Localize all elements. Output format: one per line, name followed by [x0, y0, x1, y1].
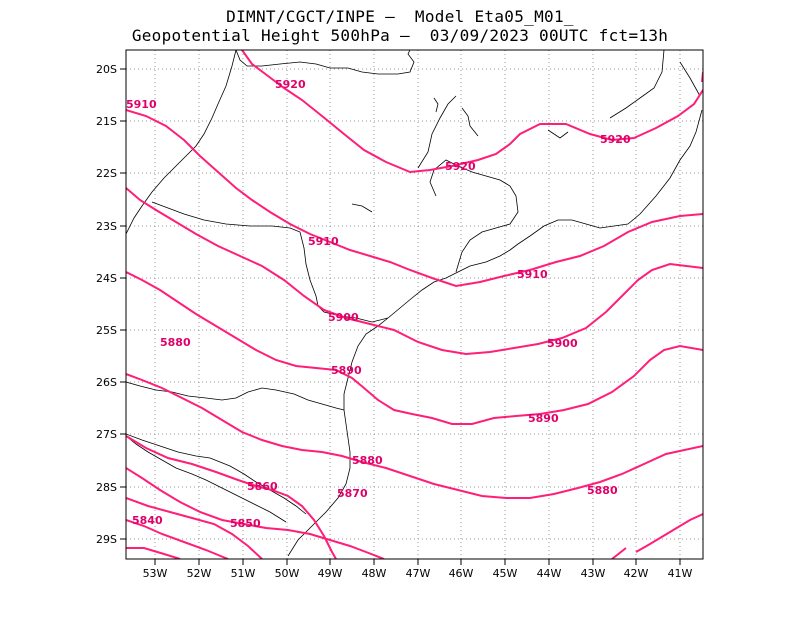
- map-title-line2: Geopotential Height 500hPa – 03/09/2023 …: [131, 26, 669, 45]
- contour-label: 5880: [587, 484, 618, 497]
- contour-label: 5920: [600, 133, 631, 146]
- contour-5870-se: [611, 547, 627, 559]
- lon-label: 50W: [275, 567, 300, 580]
- lon-label: 51W: [231, 567, 256, 580]
- contour-5890: [126, 271, 703, 425]
- contour-label: 5890: [331, 364, 362, 377]
- lon-label: 42W: [624, 567, 649, 580]
- contour-label: 5900: [328, 311, 359, 324]
- lat-label: 25S: [96, 324, 117, 337]
- contour-label: 5900: [547, 337, 578, 350]
- contour-5910: [126, 109, 703, 288]
- lat-label: 26S: [96, 376, 117, 389]
- lat-label: 28S: [96, 481, 117, 494]
- contour-label: 5860: [247, 480, 278, 493]
- lon-label: 53W: [143, 567, 168, 580]
- lat-label: 23S: [96, 220, 117, 233]
- contour-label: 5910: [308, 235, 339, 248]
- contour-5850: [126, 519, 229, 559]
- contour-5920: [241, 50, 703, 174]
- geopotential-contours: [126, 50, 703, 559]
- axis-ticks: [120, 68, 681, 565]
- contour-label: 5880: [160, 336, 191, 349]
- contour-5880: [126, 373, 703, 499]
- contour-label: 5870: [337, 487, 368, 500]
- contour-label: 5910: [126, 98, 157, 111]
- contour-label: 5920: [445, 160, 476, 173]
- latitude-labels: 20S 21S 22S 23S 24S 25S 26S 27S 28S 29S: [96, 63, 117, 546]
- map-title-line1: DIMNT/CGCT/INPE – Model Eta05_M01_: [226, 7, 574, 26]
- lon-label: 43W: [581, 567, 606, 580]
- lat-label: 27S: [96, 428, 117, 441]
- lat-label: 21S: [96, 115, 117, 128]
- lon-label: 49W: [318, 567, 343, 580]
- lat-label: 24S: [96, 272, 117, 285]
- contour-labels: 5920 5920 5920 5910 5910 5910 5900 5900 …: [126, 78, 631, 530]
- contour-5870-b: [126, 435, 337, 559]
- lon-label: 45W: [493, 567, 518, 580]
- contour-label: 5920: [275, 78, 306, 91]
- lon-label: 46W: [449, 567, 474, 580]
- lon-label: 41W: [668, 567, 693, 580]
- contour-label: 5910: [517, 268, 548, 281]
- lon-label: 48W: [362, 567, 387, 580]
- lat-lon-grid: [126, 50, 703, 559]
- contour-label: 5880: [352, 454, 383, 467]
- contour-5870: [126, 467, 385, 559]
- longitude-labels: 53W 52W 51W 50W 49W 48W 47W 46W 45W 44W …: [143, 567, 693, 580]
- contour-5860: [126, 497, 263, 559]
- contour-5900: [126, 187, 703, 356]
- lon-label: 44W: [537, 567, 562, 580]
- contour-5880-se: [635, 513, 703, 553]
- contour-label: 5890: [528, 412, 559, 425]
- lat-label: 20S: [96, 63, 117, 76]
- lat-label: 29S: [96, 533, 117, 546]
- lon-label: 52W: [187, 567, 212, 580]
- map-frame: [125, 49, 704, 560]
- contour-label: 5840: [132, 514, 163, 527]
- lon-label: 47W: [406, 567, 431, 580]
- contour-label: 5850: [230, 517, 261, 530]
- contour-5840: [126, 547, 181, 559]
- lat-label: 22S: [96, 167, 117, 180]
